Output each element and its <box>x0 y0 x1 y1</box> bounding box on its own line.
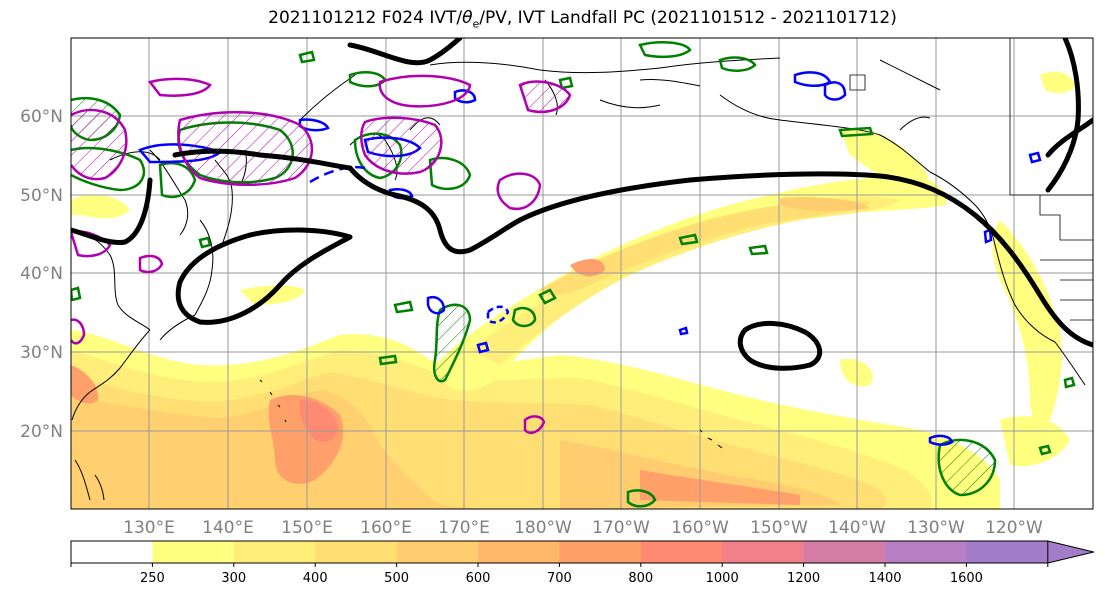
colorbar-segment <box>722 541 805 563</box>
lon-label: 130°E <box>123 518 175 538</box>
colorbar-label: 700 <box>547 571 572 586</box>
lon-label: 120°W <box>985 518 1043 538</box>
colorbar-segment <box>640 541 723 563</box>
colorbar-label: 250 <box>140 571 165 586</box>
lon-label: 160°W <box>671 518 729 538</box>
colorbar-label: 300 <box>221 571 246 586</box>
map-gridlines <box>71 38 1093 509</box>
colorbar-label: 500 <box>384 571 409 586</box>
colorbar-label: 400 <box>303 571 328 586</box>
colorbar-segment <box>803 541 886 563</box>
colorbar-label: 1400 <box>868 571 901 586</box>
lon-label: 170°E <box>438 518 490 538</box>
lon-label: 140°W <box>828 518 886 538</box>
map-frame <box>70 37 1094 510</box>
lon-label: 150°E <box>281 518 333 538</box>
colorbar-label: 1200 <box>787 571 820 586</box>
map-title: 2021101212 F024 IVT/θe/PV, IVT Landfall … <box>268 8 897 31</box>
lon-label: 180°W <box>514 518 572 538</box>
colorbar-segment <box>233 541 316 563</box>
theta-e-contours <box>71 38 1093 371</box>
lon-label: 130°W <box>907 518 965 538</box>
lat-label: 30°N <box>20 343 63 363</box>
lon-label: 150°W <box>750 518 808 538</box>
colorbar: 250 300 400 500 600 700 800 1000 1200 1400 1600 <box>70 540 1094 586</box>
colorbar-segment <box>315 541 398 563</box>
colorbar-segment <box>966 541 1049 563</box>
lat-label: 40°N <box>20 264 63 284</box>
colorbar-segment <box>559 541 642 563</box>
lat-label: 20°N <box>20 422 63 442</box>
colorbar-segment <box>478 541 560 563</box>
landfall-pc-contours <box>71 74 572 434</box>
lon-label: 140°E <box>202 518 254 538</box>
colorbar-segment <box>71 541 153 563</box>
political-borders <box>849 38 1093 321</box>
colorbar-segment <box>396 541 479 563</box>
lon-label: 170°W <box>592 518 650 538</box>
colorbar-segment <box>885 541 967 563</box>
colorbar-label: 600 <box>466 571 491 586</box>
colorbar-label: 800 <box>628 571 653 586</box>
colorbar-label: 1600 <box>950 571 983 586</box>
colorbar-extend-arrow <box>1047 540 1094 564</box>
longitude-labels: 130°E 140°E 150°E 160°E 170°E 180°W 170°… <box>123 518 1043 538</box>
lon-label: 160°E <box>360 518 412 538</box>
colorbar-segment <box>152 541 235 563</box>
colorbar-label: 1000 <box>706 571 739 586</box>
lat-label: 50°N <box>20 186 63 206</box>
lat-label: 60°N <box>20 107 63 127</box>
latitude-labels: 60°N 50°N 40°N 30°N 20°N <box>20 107 63 442</box>
